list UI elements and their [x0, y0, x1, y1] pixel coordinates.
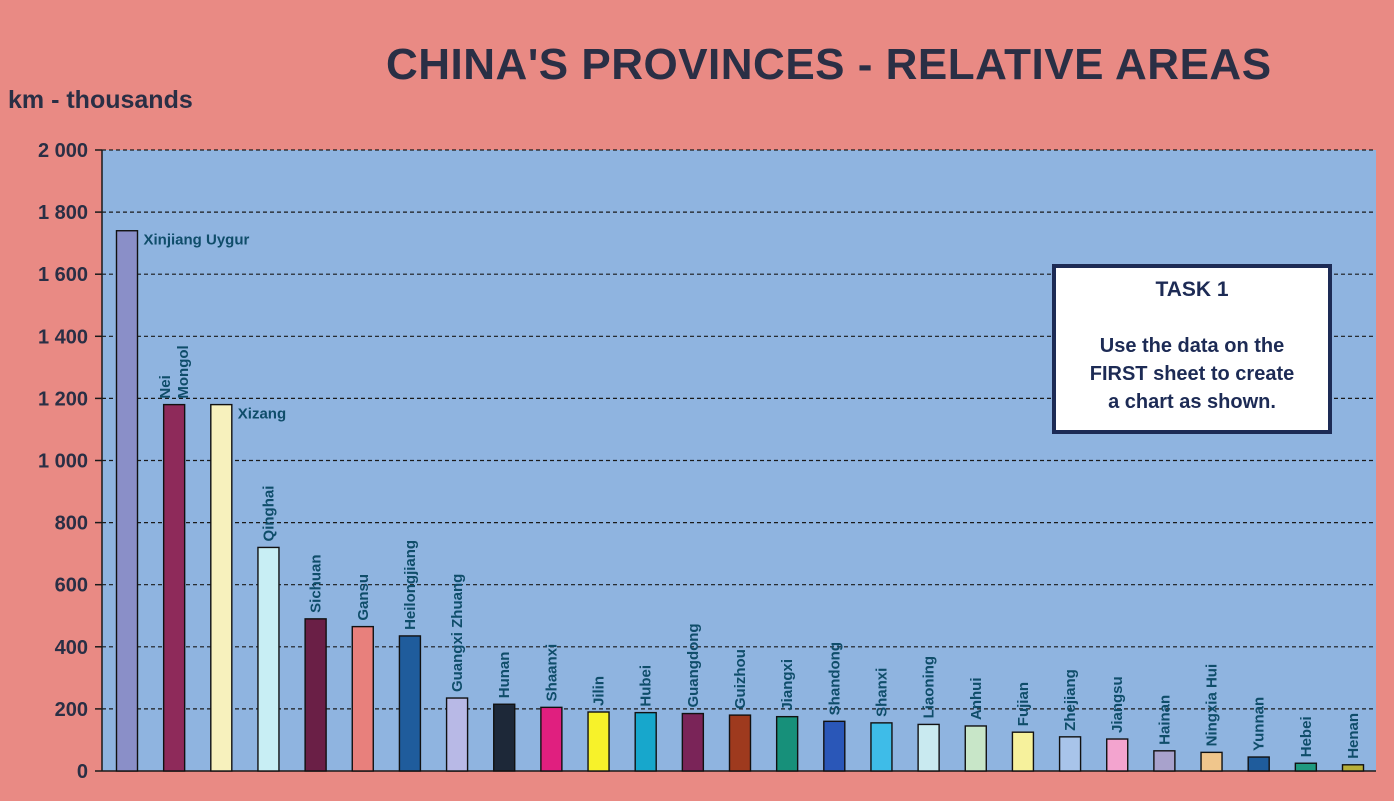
bar	[540, 706, 563, 772]
bar	[115, 230, 139, 772]
bar	[1153, 750, 1176, 772]
bar	[587, 711, 610, 772]
task-line: a chart as shown.	[1108, 391, 1276, 413]
bar-label: Ningxia Hui	[1204, 664, 1221, 747]
bar	[1011, 731, 1035, 772]
bar	[1294, 762, 1318, 772]
chart-title: CHINA'S PROVINCES - RELATIVE AREAS	[386, 40, 1272, 89]
y-tick-label: 1 000	[38, 451, 88, 473]
bar-label: Hebei	[1298, 716, 1315, 757]
y-tick-label: 2 000	[38, 140, 88, 162]
bar	[304, 618, 327, 772]
y-tick-label: 400	[55, 637, 88, 659]
bar	[964, 725, 987, 772]
bar	[162, 403, 186, 772]
bar	[917, 723, 940, 772]
bar	[728, 714, 752, 772]
bar	[1200, 751, 1223, 772]
bar	[257, 546, 280, 772]
bar-label: Nei	[157, 375, 174, 398]
bar-label: Zhejiang	[1062, 669, 1079, 731]
bar-label: Anhui	[968, 677, 985, 720]
task-line: FIRST sheet to create	[1089, 363, 1295, 385]
y-tick-label: 0	[77, 761, 88, 783]
y-tick-label: 800	[55, 513, 88, 535]
bar	[1058, 736, 1082, 772]
y-tick-label: 1 800	[38, 202, 88, 224]
bar-label: Mongol	[175, 345, 192, 398]
task-text: Use the data on the FIRST sheet to creat…	[1070, 332, 1314, 416]
bar	[1341, 764, 1365, 772]
bar-label: Xinjiang Uygur	[144, 232, 250, 249]
bar-label: Hainan	[1156, 695, 1173, 745]
bar	[823, 720, 846, 772]
bar-label: Shanxi	[873, 668, 890, 717]
bar-label: Qinghai	[260, 486, 277, 542]
bar-label: Gansu	[355, 574, 372, 621]
bar-label: Hunan	[496, 652, 513, 699]
bar-label: Jilin	[591, 676, 608, 706]
bar-label: Guizhou	[732, 649, 749, 709]
bar-label: Henan	[1345, 713, 1362, 759]
bar	[1247, 756, 1270, 772]
bar	[398, 635, 422, 772]
bar-label: Sichuan	[308, 554, 325, 612]
bar-label: Jiangsu	[1109, 676, 1126, 733]
bar	[681, 712, 705, 772]
bar	[445, 697, 469, 772]
task-box: TASK 1 Use the data on the FIRST sheet t…	[1052, 264, 1332, 434]
bar-label: Jiangxi	[779, 659, 796, 711]
bar-label: Shaanxi	[543, 644, 560, 702]
bar-label: Hubei	[638, 665, 655, 707]
bar-label: Fujian	[1015, 682, 1032, 726]
bar	[210, 403, 233, 772]
bar	[775, 715, 799, 772]
bars	[115, 230, 1365, 772]
bar-label: Xizang	[238, 406, 286, 423]
y-tick-label: 1 600	[38, 264, 88, 286]
bar-label: Yunnan	[1251, 697, 1268, 751]
bar	[1106, 738, 1129, 772]
bar-labels: Xinjiang Uygur Nei Mongol Xizang Qinghai Sich…	[144, 232, 1363, 759]
y-axis-label: km - thousands	[8, 86, 193, 114]
bar-label: Heilongjiang	[402, 540, 419, 630]
y-tick-label: 1 200	[38, 388, 88, 410]
task-line: Use the data on the	[1099, 335, 1285, 357]
bar-label: Guangxi Zhuang	[449, 574, 466, 692]
bar-label: Shandong	[826, 642, 843, 715]
bar-label: Guangdong	[685, 623, 702, 707]
task-heading: TASK 1	[1155, 278, 1229, 301]
y-tick-label: 600	[55, 575, 88, 597]
bar	[870, 722, 893, 772]
y-tick-label: 1 400	[38, 326, 88, 348]
bar-label-group: Nei Mongol	[157, 345, 192, 398]
bar	[634, 711, 657, 772]
bar-label: Liaoning	[921, 656, 938, 719]
bar	[493, 703, 516, 772]
bar	[351, 625, 374, 772]
y-tick-label: 200	[55, 699, 88, 721]
